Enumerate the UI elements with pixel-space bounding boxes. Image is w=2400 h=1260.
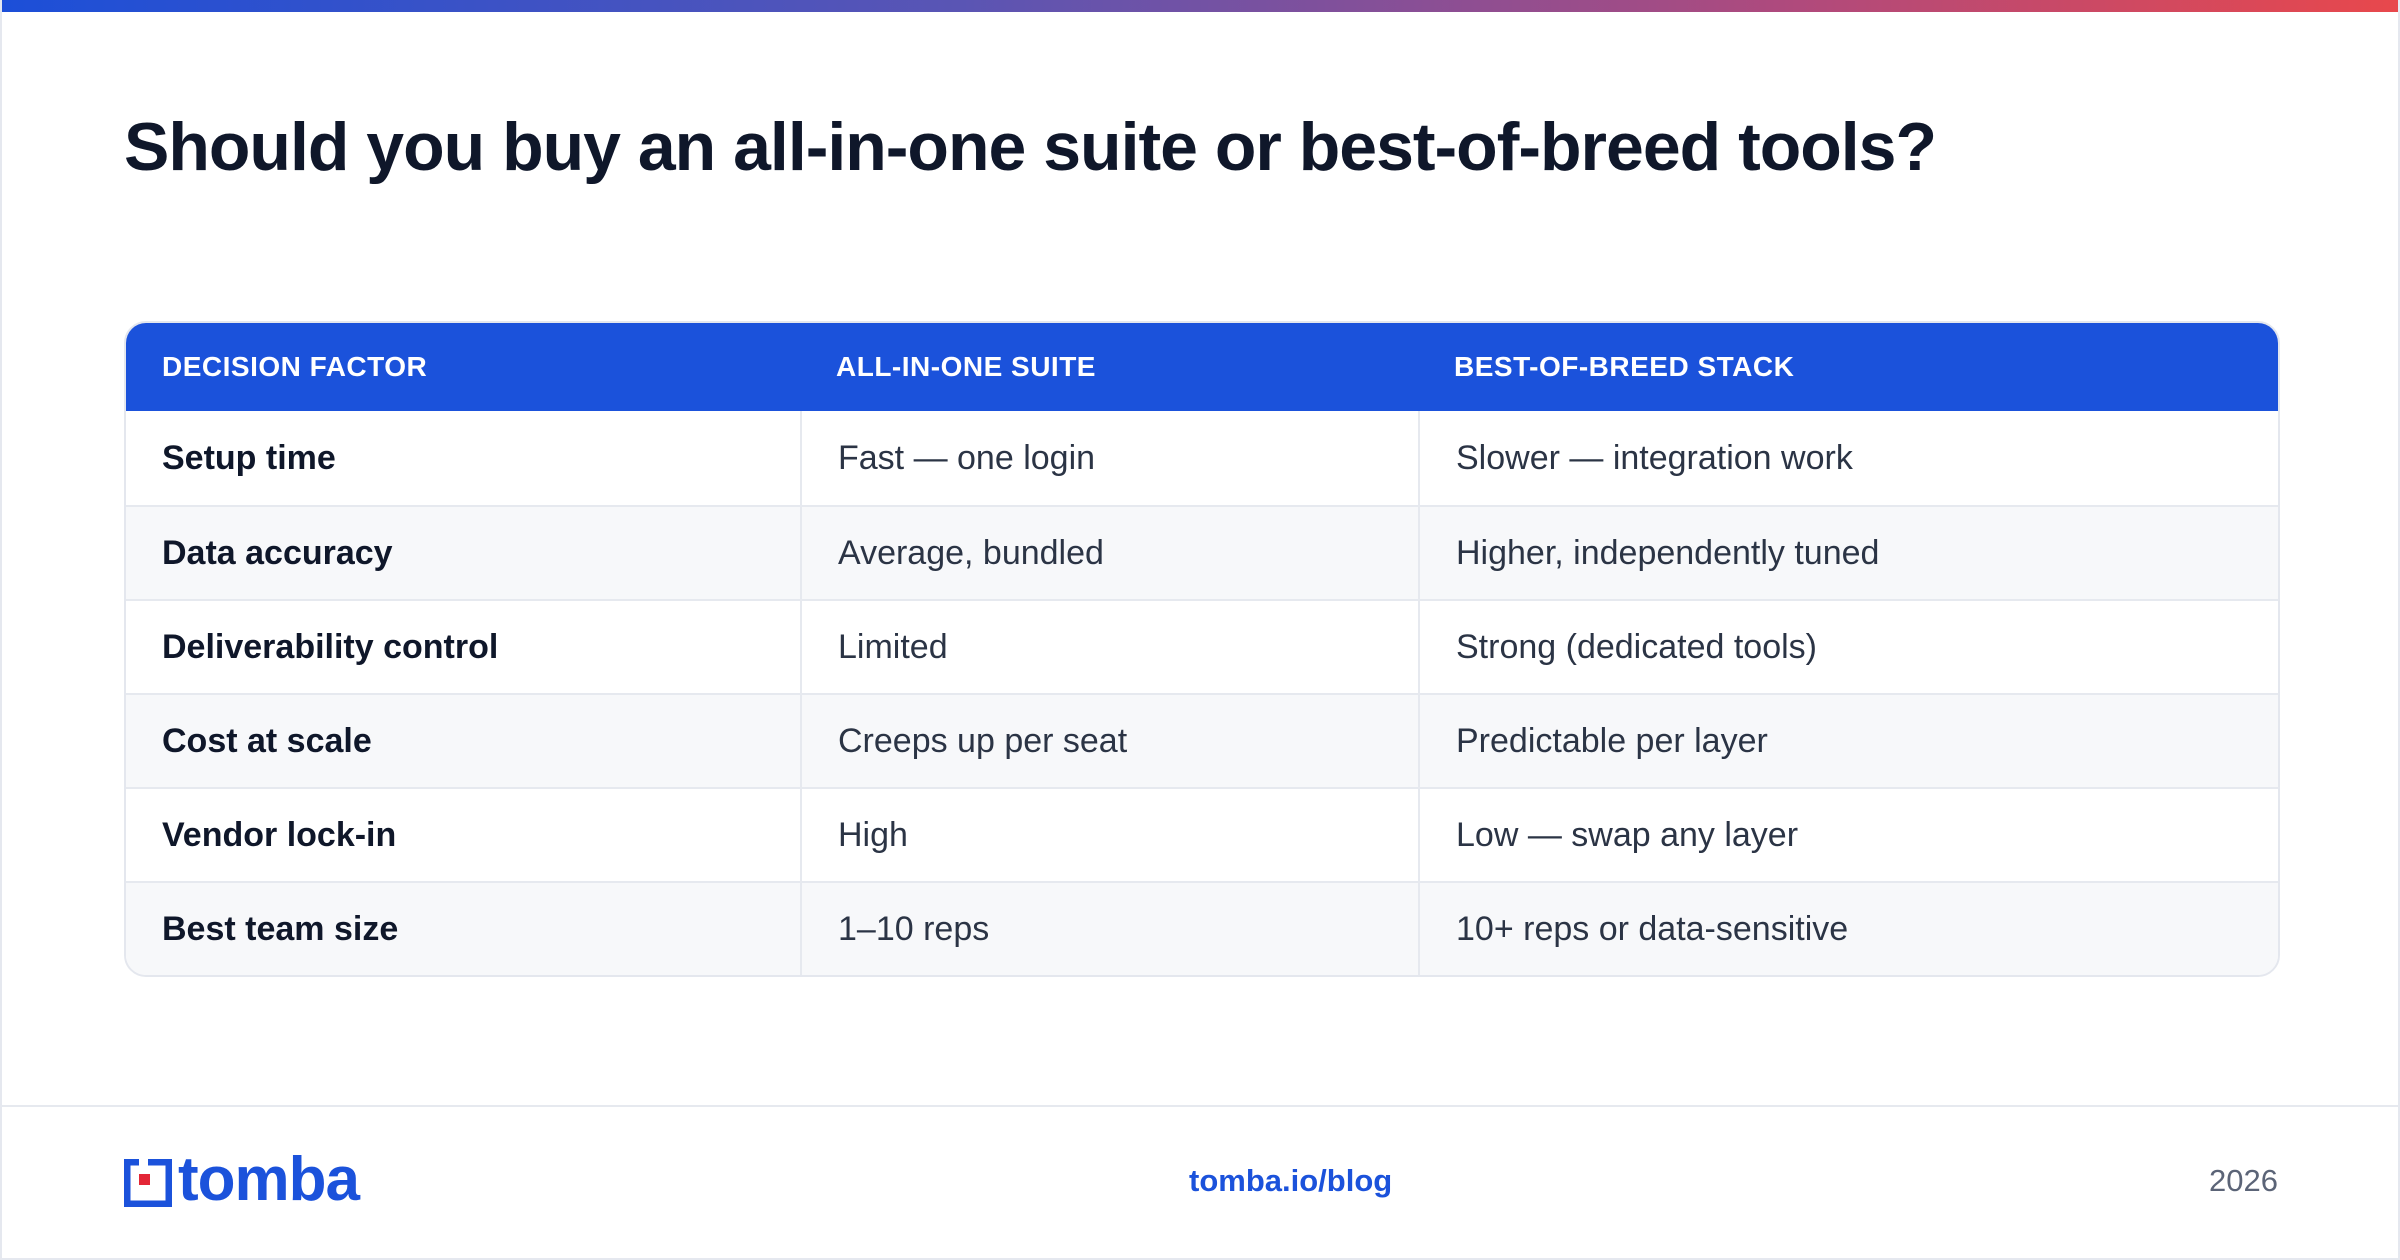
row-factor: Deliverability control (162, 627, 499, 666)
row-suite-value: Average, bundled (800, 507, 1418, 599)
table-row: Setup time Fast — one login Slower — int… (126, 411, 2278, 505)
table-row: Cost at scale Creeps up per seat Predict… (126, 693, 2278, 787)
table-header: DECISION FACTOR ALL-IN-ONE SUITE BEST-OF… (126, 323, 2278, 411)
footer-divider (2, 1105, 2398, 1107)
tomba-logo[interactable]: tomba (124, 1149, 360, 1211)
table-row: Vendor lock-in High Low — swap any layer (126, 787, 2278, 881)
row-factor: Best team size (162, 909, 399, 948)
row-factor: Data accuracy (162, 533, 393, 572)
row-factor: Setup time (162, 438, 336, 477)
row-suite-value: Fast — one login (800, 411, 1418, 505)
row-stack-value: Low — swap any layer (1418, 789, 2278, 881)
tomba-logo-icon (124, 1159, 172, 1207)
row-factor: Cost at scale (162, 721, 372, 760)
row-stack-value: 10+ reps or data-sensitive (1418, 883, 2278, 975)
row-stack-value: Slower — integration work (1418, 411, 2278, 505)
header-decision-factor: DECISION FACTOR (162, 351, 428, 382)
table-body: Setup time Fast — one login Slower — int… (126, 411, 2278, 975)
row-suite-value: High (800, 789, 1418, 881)
table-row: Deliverability control Limited Strong (d… (126, 599, 2278, 693)
header-all-in-one-suite: ALL-IN-ONE SUITE (836, 351, 1096, 382)
table-row: Best team size 1–10 reps 10+ reps or dat… (126, 881, 2278, 975)
row-stack-value: Predictable per layer (1418, 695, 2278, 787)
page-title: Should you buy an all-in-one suite or be… (124, 109, 1937, 185)
row-stack-value: Higher, independently tuned (1418, 507, 2278, 599)
header-best-of-breed-stack: BEST-OF-BREED STACK (1454, 351, 1795, 382)
table-row: Data accuracy Average, bundled Higher, i… (126, 505, 2278, 599)
comparison-table: DECISION FACTOR ALL-IN-ONE SUITE BEST-OF… (124, 321, 2280, 977)
row-factor: Vendor lock-in (162, 815, 397, 854)
row-stack-value: Strong (dedicated tools) (1418, 601, 2278, 693)
row-suite-value: 1–10 reps (800, 883, 1418, 975)
top-gradient-bar (2, 0, 2398, 12)
footer-year: 2026 (2209, 1163, 2278, 1198)
row-suite-value: Creeps up per seat (800, 695, 1418, 787)
logo-text: tomba (178, 1145, 360, 1214)
row-suite-value: Limited (800, 601, 1418, 693)
blog-link[interactable]: tomba.io/blog (1189, 1163, 1393, 1198)
